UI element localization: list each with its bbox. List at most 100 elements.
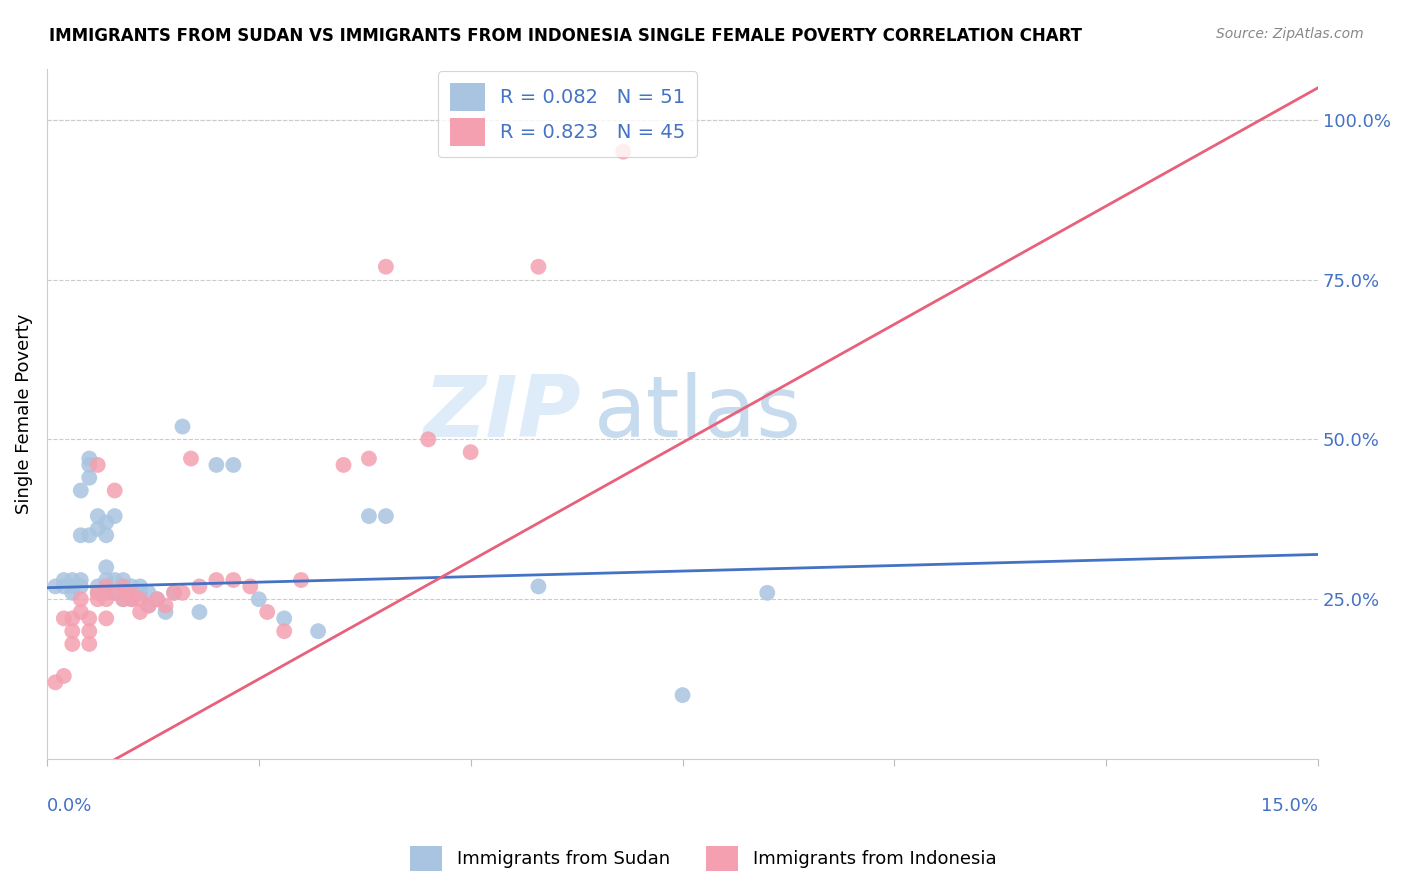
Point bbox=[129, 605, 152, 619]
Point bbox=[69, 573, 91, 587]
Point bbox=[77, 471, 100, 485]
Point bbox=[60, 611, 83, 625]
Point bbox=[138, 599, 160, 613]
Point bbox=[121, 579, 143, 593]
Point bbox=[290, 573, 312, 587]
Point bbox=[69, 592, 91, 607]
Point bbox=[247, 592, 270, 607]
Point bbox=[138, 586, 160, 600]
Point bbox=[104, 509, 127, 524]
Text: 0.0%: 0.0% bbox=[46, 797, 93, 814]
Point bbox=[60, 624, 83, 639]
Point bbox=[44, 675, 66, 690]
Point bbox=[96, 592, 118, 607]
Point bbox=[374, 260, 396, 274]
Point bbox=[52, 573, 75, 587]
Point bbox=[96, 586, 118, 600]
Point bbox=[121, 592, 143, 607]
Point bbox=[104, 483, 127, 498]
Point bbox=[69, 579, 91, 593]
Point bbox=[172, 586, 194, 600]
Point bbox=[418, 433, 440, 447]
Point bbox=[52, 611, 75, 625]
Point bbox=[121, 586, 143, 600]
Point bbox=[77, 611, 100, 625]
Point bbox=[612, 145, 634, 159]
Point bbox=[96, 516, 118, 530]
Point bbox=[112, 592, 135, 607]
Point bbox=[69, 528, 91, 542]
Point bbox=[52, 669, 75, 683]
Text: IMMIGRANTS FROM SUDAN VS IMMIGRANTS FROM INDONESIA SINGLE FEMALE POVERTY CORRELA: IMMIGRANTS FROM SUDAN VS IMMIGRANTS FROM… bbox=[49, 27, 1083, 45]
Point bbox=[104, 586, 127, 600]
Point bbox=[756, 586, 779, 600]
Point bbox=[146, 592, 169, 607]
Point bbox=[671, 688, 693, 702]
Point bbox=[69, 605, 91, 619]
Point bbox=[205, 458, 228, 472]
Point bbox=[87, 579, 110, 593]
Point bbox=[527, 579, 550, 593]
Point bbox=[121, 586, 143, 600]
Point bbox=[96, 579, 118, 593]
Point bbox=[222, 573, 245, 587]
Point bbox=[188, 579, 211, 593]
Point bbox=[96, 560, 118, 574]
Point bbox=[188, 605, 211, 619]
Point bbox=[121, 592, 143, 607]
Point bbox=[155, 605, 177, 619]
Point bbox=[163, 586, 186, 600]
Point bbox=[374, 509, 396, 524]
Point bbox=[138, 599, 160, 613]
Point bbox=[273, 611, 295, 625]
Point bbox=[129, 579, 152, 593]
Point bbox=[112, 592, 135, 607]
Point bbox=[77, 458, 100, 472]
Point bbox=[357, 509, 380, 524]
Point bbox=[87, 522, 110, 536]
Point bbox=[44, 579, 66, 593]
Text: atlas: atlas bbox=[593, 372, 801, 455]
Point bbox=[104, 573, 127, 587]
Point bbox=[96, 573, 118, 587]
Point bbox=[104, 586, 127, 600]
Point bbox=[87, 592, 110, 607]
Point bbox=[87, 586, 110, 600]
Point bbox=[460, 445, 482, 459]
Point bbox=[163, 586, 186, 600]
Point bbox=[172, 419, 194, 434]
Point bbox=[60, 637, 83, 651]
Point bbox=[112, 573, 135, 587]
Point bbox=[52, 579, 75, 593]
Point bbox=[256, 605, 278, 619]
Point bbox=[87, 458, 110, 472]
Point bbox=[222, 458, 245, 472]
Point bbox=[307, 624, 329, 639]
Text: Source: ZipAtlas.com: Source: ZipAtlas.com bbox=[1216, 27, 1364, 41]
Legend: R = 0.082   N = 51, R = 0.823   N = 45: R = 0.082 N = 51, R = 0.823 N = 45 bbox=[439, 71, 697, 158]
Point bbox=[60, 586, 83, 600]
Point bbox=[96, 528, 118, 542]
Point bbox=[60, 573, 83, 587]
Point bbox=[112, 579, 135, 593]
Point bbox=[239, 579, 262, 593]
Point bbox=[77, 528, 100, 542]
Point bbox=[112, 579, 135, 593]
Point bbox=[527, 260, 550, 274]
Point bbox=[60, 579, 83, 593]
Point bbox=[69, 483, 91, 498]
Point bbox=[129, 586, 152, 600]
Point bbox=[146, 592, 169, 607]
Point bbox=[332, 458, 354, 472]
Point bbox=[273, 624, 295, 639]
Point bbox=[155, 599, 177, 613]
Point bbox=[129, 592, 152, 607]
Y-axis label: Single Female Poverty: Single Female Poverty bbox=[15, 314, 32, 514]
Legend: Immigrants from Sudan, Immigrants from Indonesia: Immigrants from Sudan, Immigrants from I… bbox=[402, 838, 1004, 879]
Point bbox=[77, 451, 100, 466]
Point bbox=[180, 451, 202, 466]
Point bbox=[77, 624, 100, 639]
Text: 15.0%: 15.0% bbox=[1261, 797, 1319, 814]
Point bbox=[87, 586, 110, 600]
Point bbox=[96, 611, 118, 625]
